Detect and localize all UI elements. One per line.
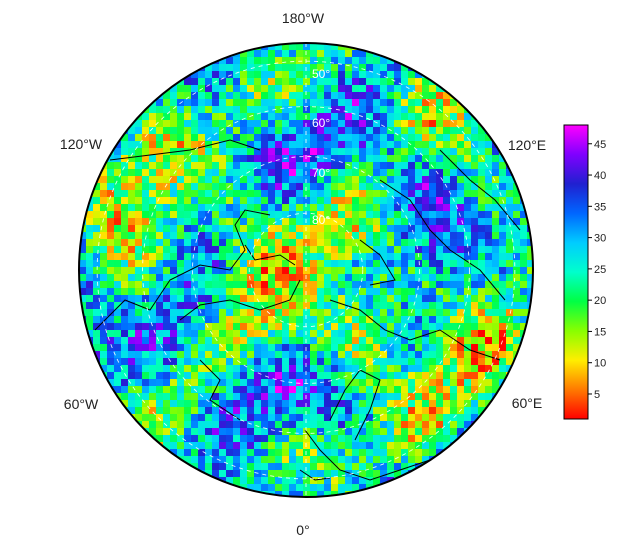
lon-label-120e: 120°E (508, 137, 546, 153)
colorbar-tick-label: 5 (594, 389, 600, 401)
latitude-circle (192, 156, 420, 384)
latitude-circle (248, 212, 364, 328)
latitude-circle (142, 106, 470, 434)
lat-label-80: 80° (312, 213, 330, 227)
lon-label-60e: 60°E (512, 395, 543, 411)
lon-label-60w: 60°W (64, 396, 99, 412)
colorbar-tick-label: 35 (594, 201, 606, 213)
colorbar-tick-label: 25 (594, 264, 606, 276)
map-boundary (78, 42, 534, 498)
latitude-circle (96, 60, 516, 480)
lon-label-0: 0° (296, 522, 309, 538)
colorbar: 5 10 15 20 25 30 35 40 45 (563, 124, 606, 420)
lat-label-50: 50° (312, 67, 330, 81)
colorbar-tick-label: 15 (594, 326, 606, 338)
lat-label-60: 60° (312, 116, 330, 130)
lon-label-120w: 120°W (60, 136, 103, 152)
colorbar-tick-label: 40 (594, 170, 606, 182)
colorbar-tick-label: 20 (594, 295, 606, 307)
lon-label-180w: 180°W (282, 10, 325, 26)
coastlines (94, 139, 521, 481)
graticule (96, 43, 516, 497)
lat-label-70: 70° (312, 166, 330, 180)
colorbar-gradient (563, 124, 589, 420)
colorbar-tick-label: 10 (594, 358, 606, 370)
colorbar-tick-label: 30 (594, 233, 606, 245)
colorbar-tick-label: 45 (594, 139, 606, 151)
